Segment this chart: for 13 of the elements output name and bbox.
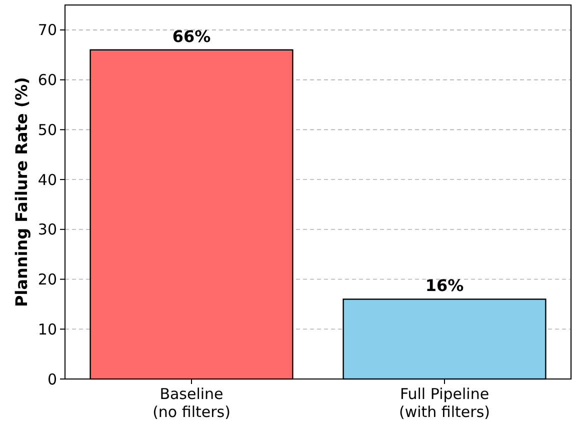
y-tick-label: 30 [38, 220, 57, 239]
y-tick-label: 10 [38, 320, 57, 338]
data-label: 16% [425, 276, 464, 296]
y-tick-label: 60 [38, 71, 57, 90]
x-tick-label: Baseline (no filters) [152, 385, 230, 421]
y-tick-label: 70 [38, 21, 57, 40]
y-tick-label: 0 [47, 370, 57, 388]
y-tick-label: 20 [38, 270, 57, 289]
y-axis-title: Planning Failure Rate (%) [12, 77, 31, 307]
y-tick-label: 40 [38, 170, 57, 189]
y-tick-label: 50 [38, 120, 57, 139]
data-label: 66% [172, 26, 211, 46]
x-tick-label: Full Pipeline (with filters) [398, 385, 490, 421]
